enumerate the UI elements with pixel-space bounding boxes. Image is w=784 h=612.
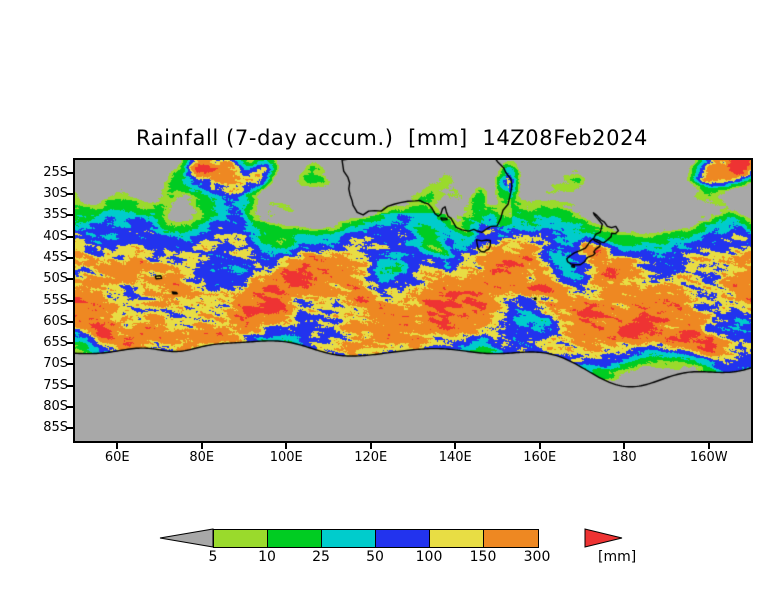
x-axis-tick-mark xyxy=(116,443,119,449)
y-axis-tick-label: 80S xyxy=(43,398,68,414)
colorbar-segments[interactable] xyxy=(213,529,539,548)
x-axis-tick-label: 120E xyxy=(354,450,388,465)
y-axis-tick-mark xyxy=(67,171,73,174)
x-axis-tick-mark xyxy=(369,443,372,449)
page-title: Rainfall (7-day accum.) [mm] 14Z08Feb202… xyxy=(135,126,649,150)
colorbar-tick-label: 300 xyxy=(523,549,551,565)
map-plot-area[interactable] xyxy=(73,158,753,443)
x-axis-tick-label: 60E xyxy=(104,450,130,465)
y-axis-tick-label: 70S xyxy=(43,356,68,372)
y-axis-tick-mark xyxy=(67,299,73,302)
y-axis-tick-mark xyxy=(67,342,73,345)
y-axis-tick-label: 75S xyxy=(43,377,68,393)
x-axis-tick-label: 180 xyxy=(611,450,637,465)
colorbar-tick-label: 5 xyxy=(208,549,218,565)
y-axis-tick-mark xyxy=(67,235,73,238)
y-axis-tick-mark xyxy=(67,278,73,281)
colorbar-segment-4[interactable] xyxy=(376,530,430,547)
rainfall-heatmap-canvas[interactable] xyxy=(75,160,751,441)
colorbar-tick-label: 150 xyxy=(469,549,497,565)
x-axis-tick-label: 160W xyxy=(689,450,728,465)
x-axis-tick-mark xyxy=(707,443,710,449)
colorbar-segment-2[interactable] xyxy=(268,530,322,547)
y-axis-tick-label: 60S xyxy=(43,313,68,329)
y-axis-tick-label: 50S xyxy=(43,271,68,287)
colorbar-tick-label: 100 xyxy=(415,549,443,565)
colorbar-tick-label: 10 xyxy=(258,549,276,565)
x-axis-tick-label: 160E xyxy=(523,450,557,465)
x-axis-tick-mark xyxy=(285,443,288,449)
colorbar-segment-3[interactable] xyxy=(322,530,376,547)
x-axis-tick-label: 140E xyxy=(438,450,472,465)
y-axis-tick-mark xyxy=(67,384,73,387)
colorbar-overflow-arrow-icon xyxy=(584,528,623,548)
colorbar-segment-6[interactable] xyxy=(484,530,538,547)
y-axis-tick-label: 85S xyxy=(43,420,68,436)
x-axis-tick-mark xyxy=(454,443,457,449)
colorbar-segment-1[interactable] xyxy=(214,530,268,547)
colorbar-underflow-arrow-icon xyxy=(159,528,214,548)
y-axis-tick-label: 30S xyxy=(43,186,68,202)
y-axis-tick-label: 65S xyxy=(43,335,68,351)
y-axis-tick-mark xyxy=(67,193,73,196)
x-axis-tick-label: 80E xyxy=(189,450,215,465)
y-axis-tick-label: 35S xyxy=(43,207,68,223)
y-axis-tick-mark xyxy=(67,214,73,217)
y-axis-tick-label: 40S xyxy=(43,228,68,244)
x-axis-tick-label: 100E xyxy=(269,450,303,465)
y-axis-tick-label: 25S xyxy=(43,164,68,180)
y-axis-tick-mark xyxy=(67,363,73,366)
y-axis-tick-label: 55S xyxy=(43,292,68,308)
y-axis-tick-mark xyxy=(67,427,73,430)
y-axis-tick-label: 45S xyxy=(43,249,68,265)
colorbar-segment-5[interactable] xyxy=(430,530,484,547)
y-axis-tick-mark xyxy=(67,256,73,259)
y-axis-tick-mark xyxy=(67,405,73,408)
x-axis-tick-mark xyxy=(623,443,626,449)
x-axis-tick-mark xyxy=(200,443,203,449)
colorbar-unit-label: [mm] xyxy=(598,549,637,565)
x-axis-tick-mark xyxy=(538,443,541,449)
y-axis-tick-mark xyxy=(67,320,73,323)
colorbar-tick-label: 50 xyxy=(366,549,384,565)
colorbar-tick-label: 25 xyxy=(312,549,330,565)
